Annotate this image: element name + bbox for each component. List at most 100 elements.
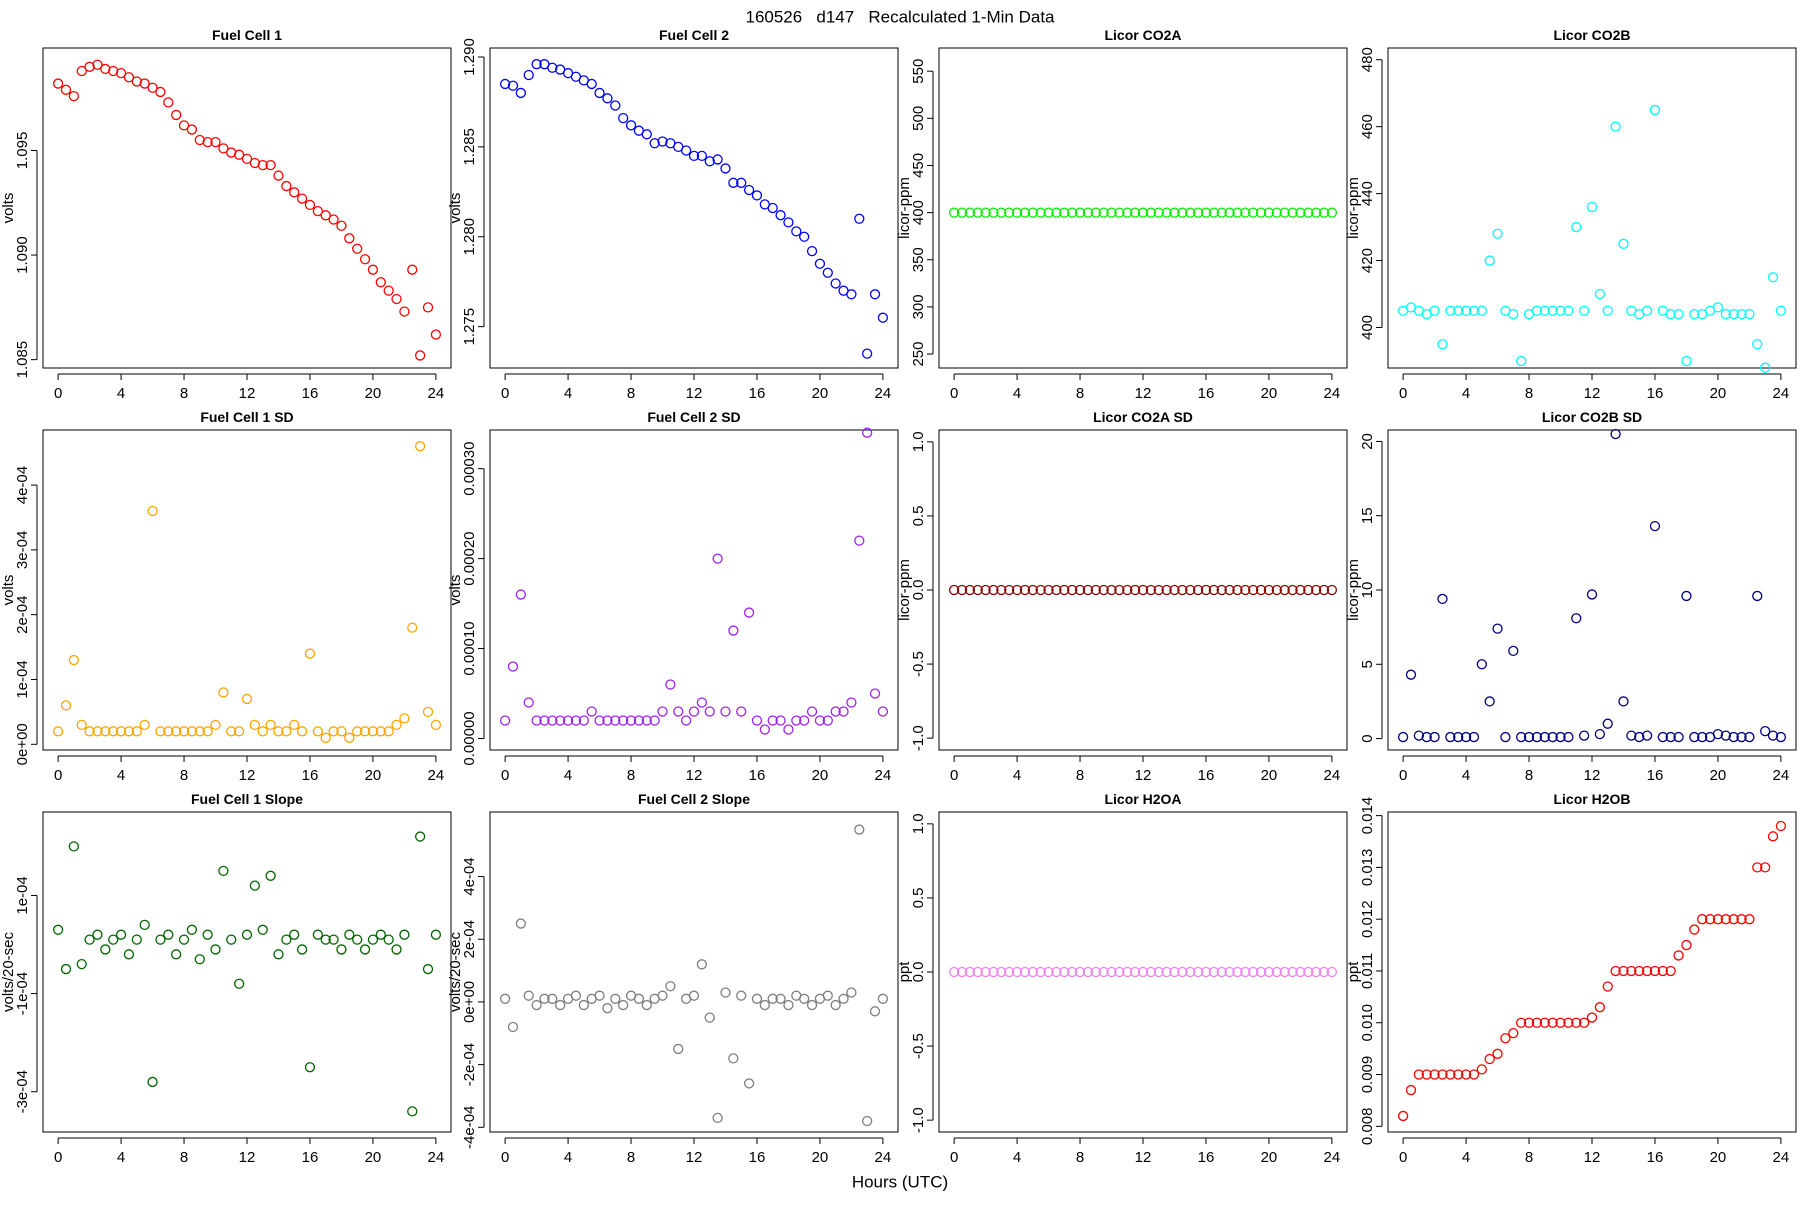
point bbox=[1098, 207, 1109, 218]
point bbox=[1232, 584, 1243, 596]
point bbox=[547, 715, 558, 726]
point bbox=[570, 990, 582, 1001]
point bbox=[352, 243, 363, 254]
x-tick-label: 20 bbox=[1261, 1149, 1278, 1166]
y-tick-label: 5 bbox=[1359, 660, 1376, 668]
point bbox=[743, 1078, 755, 1089]
point bbox=[375, 726, 386, 737]
x-tick-label: 12 bbox=[1135, 1149, 1152, 1166]
point bbox=[399, 306, 410, 317]
point bbox=[814, 715, 826, 726]
plot-frame bbox=[1387, 429, 1797, 751]
point bbox=[539, 993, 550, 1004]
point bbox=[1248, 207, 1259, 218]
point bbox=[414, 350, 426, 361]
point bbox=[273, 726, 284, 737]
point bbox=[799, 993, 810, 1004]
point bbox=[1728, 914, 1739, 925]
x-tick-label: 16 bbox=[1647, 1149, 1664, 1166]
x-tick-label: 12 bbox=[239, 1149, 256, 1166]
point bbox=[1145, 207, 1157, 218]
point bbox=[1240, 966, 1251, 978]
point bbox=[1011, 584, 1023, 596]
x-tick-label: 8 bbox=[1076, 767, 1084, 784]
y-axis-label: licor-ppm bbox=[1345, 177, 1362, 239]
point bbox=[1177, 966, 1188, 978]
point bbox=[84, 726, 95, 737]
plot-frame bbox=[42, 47, 452, 369]
point bbox=[1310, 584, 1322, 596]
y-tick-label: -1.0 bbox=[910, 1107, 927, 1133]
y-tick-label: 400 bbox=[910, 200, 927, 225]
y-axis-label: licor-ppm bbox=[896, 559, 913, 621]
point bbox=[407, 264, 418, 275]
point bbox=[1208, 966, 1219, 978]
y-tick-label: 0.0 bbox=[910, 580, 927, 601]
point bbox=[877, 993, 889, 1004]
point bbox=[226, 934, 237, 945]
y-tick-label: 0.5 bbox=[910, 887, 927, 908]
point bbox=[649, 715, 660, 726]
point bbox=[1027, 207, 1038, 218]
point bbox=[1610, 121, 1621, 132]
y-tick-label: 0.012 bbox=[1359, 900, 1376, 938]
point bbox=[1626, 730, 1637, 741]
x-tick-label: 4 bbox=[1462, 1149, 1470, 1166]
point bbox=[1263, 966, 1275, 978]
point bbox=[783, 217, 794, 228]
point bbox=[751, 993, 763, 1004]
y-tick-label: 0.00000 bbox=[461, 711, 478, 765]
point bbox=[1586, 589, 1598, 600]
point bbox=[1602, 981, 1613, 992]
point bbox=[1586, 201, 1598, 213]
point bbox=[1728, 731, 1739, 743]
point bbox=[194, 726, 205, 737]
point bbox=[1153, 966, 1164, 978]
x-tick-label: 20 bbox=[365, 767, 382, 784]
point bbox=[1649, 520, 1661, 532]
point bbox=[696, 959, 708, 970]
x-tick-label: 4 bbox=[117, 1149, 125, 1166]
point bbox=[320, 732, 331, 743]
y-tick-label: 0e+00 bbox=[14, 723, 31, 765]
point bbox=[806, 706, 818, 717]
point bbox=[1074, 966, 1086, 978]
point bbox=[155, 86, 166, 98]
point bbox=[515, 87, 527, 99]
point bbox=[1255, 966, 1267, 978]
point bbox=[846, 289, 857, 300]
x-tick-label: 16 bbox=[302, 385, 319, 402]
point bbox=[1011, 966, 1023, 978]
point bbox=[641, 129, 652, 140]
point bbox=[507, 80, 519, 91]
point bbox=[367, 934, 379, 945]
point bbox=[1421, 731, 1432, 743]
point bbox=[1232, 966, 1243, 978]
point bbox=[1720, 914, 1731, 925]
x-tick-label: 4 bbox=[1013, 385, 1021, 402]
point bbox=[344, 233, 355, 244]
point bbox=[1610, 965, 1621, 977]
y-axis-label: volts bbox=[0, 575, 17, 606]
point bbox=[233, 149, 245, 160]
plot-frame bbox=[489, 47, 899, 369]
x-tick-label: 4 bbox=[117, 385, 125, 402]
y-tick-label: 0.5 bbox=[910, 505, 927, 526]
point bbox=[76, 65, 87, 77]
point bbox=[1578, 730, 1590, 741]
point bbox=[359, 944, 371, 955]
point bbox=[618, 715, 629, 726]
x-tick-label: 8 bbox=[627, 767, 635, 784]
point bbox=[1137, 966, 1149, 978]
x-tick-label: 20 bbox=[1261, 767, 1278, 784]
x-tick-label: 24 bbox=[428, 767, 445, 784]
point bbox=[1547, 731, 1558, 743]
y-axis-label: volts/20-sec bbox=[0, 931, 17, 1012]
point bbox=[1232, 207, 1243, 218]
panel-title: Licor H2OB bbox=[1553, 791, 1630, 807]
point bbox=[257, 159, 268, 171]
x-tick-label: 20 bbox=[812, 385, 829, 402]
point bbox=[1326, 584, 1338, 596]
point bbox=[657, 990, 668, 1001]
point bbox=[712, 553, 723, 564]
